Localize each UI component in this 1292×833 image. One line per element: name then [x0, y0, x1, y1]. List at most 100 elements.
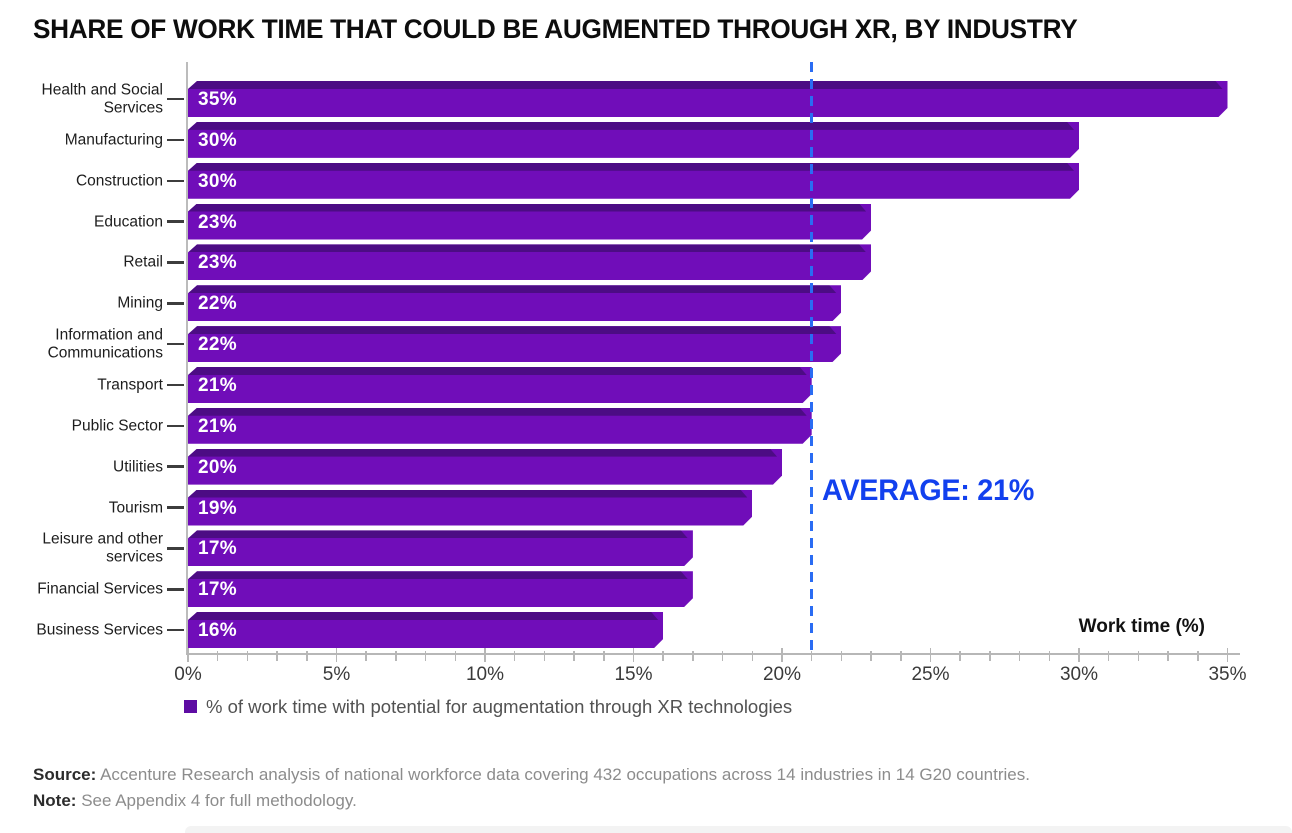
bar: 21% [188, 367, 812, 403]
axis-tick-label: 35% [1208, 664, 1247, 685]
axis-tick-label: 25% [911, 664, 950, 685]
axis-tick-major [1226, 648, 1229, 662]
bar-body [188, 204, 871, 240]
category-tick [167, 506, 184, 509]
bar: 35% [188, 81, 1228, 117]
category-tick [167, 465, 184, 468]
note-label: Note: [33, 790, 77, 810]
bar-top-face [188, 530, 693, 538]
category-label: Transport [97, 376, 163, 394]
category-tick [167, 424, 184, 428]
category-tick [167, 220, 184, 223]
bar: 23% [188, 204, 871, 240]
bar-top-face [188, 204, 871, 212]
axis-tick-minor [1107, 651, 1110, 661]
bar-top-face [188, 163, 1079, 171]
bar-value-label: 17% [198, 538, 237, 560]
bar: 19% [188, 490, 752, 526]
source-label: Source: [33, 765, 97, 784]
bar-body [188, 449, 782, 485]
axis-tick-minor [395, 651, 397, 661]
category-label: Manufacturing [64, 131, 163, 149]
axis-tick-minor [246, 651, 249, 661]
y-axis-line [186, 62, 188, 655]
axis-tick-label: 30% [1059, 664, 1099, 685]
bar-value-label: 16% [198, 620, 237, 642]
bar-body [188, 244, 871, 280]
bar: 30% [188, 122, 1079, 158]
axis-tick-major [1078, 648, 1080, 662]
axis-tick-minor [1048, 651, 1051, 661]
bar-value-label: 23% [198, 252, 237, 274]
bar-body [188, 163, 1079, 199]
axis-tick-major [187, 648, 189, 662]
axis-tick-minor [840, 651, 843, 661]
category-label: Retail [123, 253, 163, 271]
bar-body [188, 367, 812, 403]
bar-body [188, 571, 693, 607]
category-label: Utilities [113, 457, 163, 475]
axis-tick-minor [513, 651, 516, 661]
category-label: Leisure and other services [42, 530, 163, 566]
bar-top-face [188, 285, 841, 293]
axis-tick-minor [721, 651, 724, 661]
category-tick [167, 588, 184, 591]
x-axis-line [186, 653, 1240, 655]
category-tick [167, 628, 184, 632]
category-tick [167, 179, 184, 182]
bar: 16% [188, 612, 663, 648]
axis-tick-minor [870, 651, 872, 661]
legend-label: % of work time with potential for augmen… [206, 696, 793, 717]
axis-tick-minor [662, 651, 664, 661]
axis-tick-minor [810, 651, 813, 661]
bar-value-label: 21% [198, 415, 237, 437]
axis-tick-minor [1018, 651, 1021, 661]
axis-tick-minor [543, 651, 546, 661]
axis-tick-minor [216, 651, 219, 661]
bar-value-label: 22% [198, 293, 237, 315]
axis-tick-minor [692, 651, 694, 661]
axis-tick-minor [1137, 651, 1140, 661]
axis-tick-minor [1197, 651, 1199, 661]
axis-tick-minor [603, 651, 605, 661]
x-axis-title: Work time (%) [1078, 616, 1205, 637]
bar-value-label: 30% [198, 129, 237, 151]
note-line: Note: See Appendix 4 for full methodolog… [33, 788, 1030, 814]
bar-body [188, 530, 693, 566]
category-tick [167, 342, 184, 346]
axis-tick-major [484, 648, 486, 662]
axis-tick-minor [900, 651, 902, 661]
bar-top-face [188, 326, 841, 334]
source-text: Accenture Research analysis of national … [100, 765, 1030, 784]
category-tick [167, 383, 184, 387]
bar-body [188, 490, 752, 526]
chart-title: SHARE OF WORK TIME THAT COULD BE AUGMENT… [33, 14, 1078, 44]
category-tick [167, 261, 184, 264]
axis-tick-major [781, 648, 783, 662]
bar-body [188, 326, 841, 362]
category-tick [167, 302, 184, 305]
bar-top-face [188, 244, 871, 252]
bar-top-face [188, 449, 782, 457]
average-line [809, 62, 814, 653]
category-label: Mining [117, 294, 163, 312]
axis-tick-minor [573, 651, 575, 661]
footer-notes: Source: Accenture Research analysis of n… [33, 762, 1030, 813]
bar-body [188, 408, 812, 444]
category-label: Health and Social Services [41, 81, 164, 117]
axis-tick-major [632, 648, 635, 662]
axis-tick-minor [365, 651, 367, 661]
bar: 17% [188, 530, 693, 566]
bar-value-label: 20% [198, 456, 237, 478]
category-tick [167, 97, 184, 101]
bar-top-face [188, 490, 752, 498]
bar: 20% [188, 449, 782, 485]
bar-value-label: 22% [198, 334, 237, 356]
bar: 17% [188, 571, 693, 607]
axis-tick-minor [959, 651, 961, 661]
axis-tick-minor [1167, 651, 1169, 661]
bar-value-label: 35% [198, 89, 237, 111]
bar: 22% [188, 285, 841, 321]
axis-tick-label: 10% [465, 664, 505, 685]
bar-top-face [188, 571, 693, 579]
